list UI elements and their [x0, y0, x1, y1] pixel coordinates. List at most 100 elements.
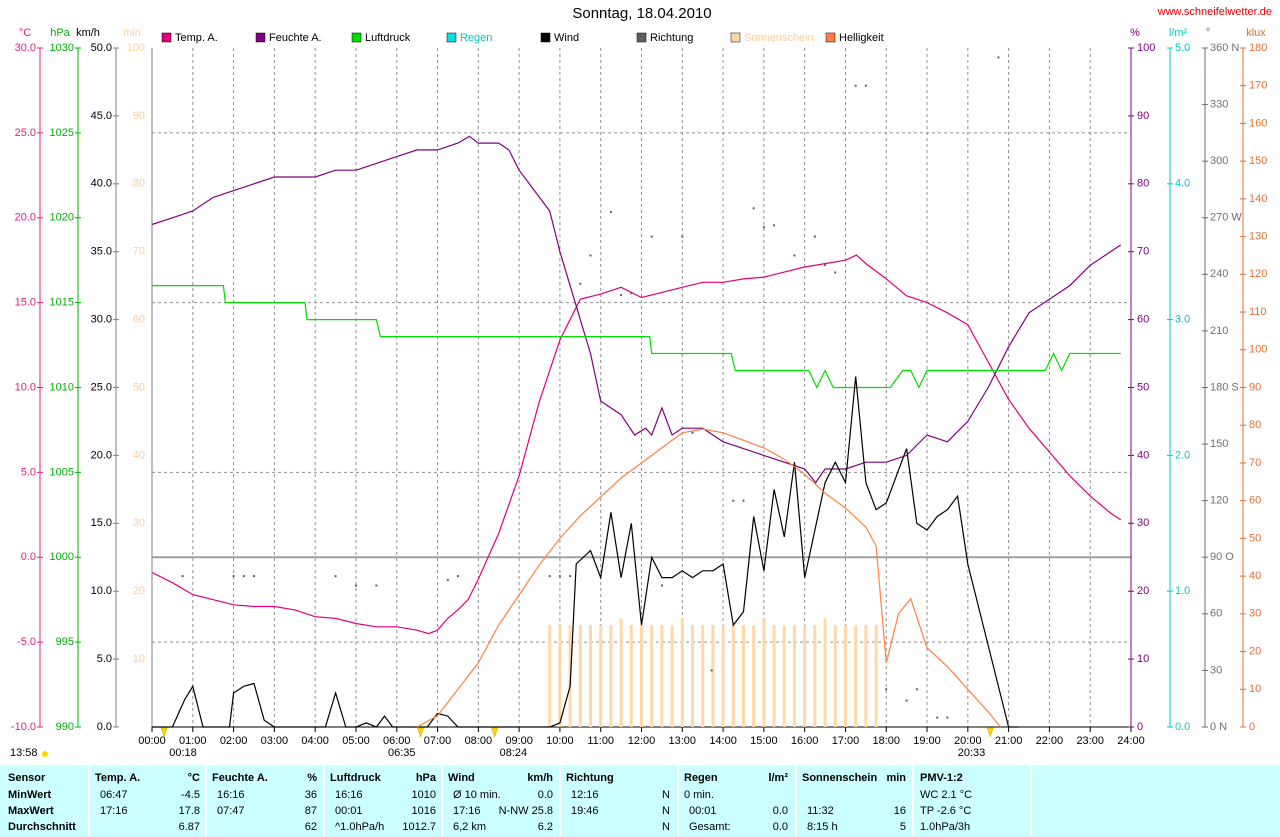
y-tick-label: 15.0	[91, 517, 112, 529]
y-tick-label: 10	[1137, 653, 1149, 665]
direction-dot	[548, 575, 551, 578]
direction-dot	[181, 575, 184, 578]
sunshine-bar	[792, 625, 796, 727]
table-cell: 6.2	[538, 821, 553, 833]
series-line	[151, 135, 1122, 484]
y-tick-label: 150	[1210, 438, 1228, 450]
legend-swatch	[825, 32, 836, 43]
marker-label: 20:33	[958, 747, 986, 759]
sunshine-bar	[782, 625, 786, 727]
direction-dot	[854, 84, 857, 87]
direction-dot	[813, 235, 816, 238]
direction-dot	[242, 575, 245, 578]
marker-label: 00:18	[169, 747, 197, 759]
y-tick-label: -10.0	[11, 721, 36, 733]
y-tick-label: 80	[133, 178, 145, 190]
y-tick-label: 50	[1249, 532, 1261, 544]
axis-unit: klux	[1246, 27, 1266, 39]
x-tick-label: 08:00	[465, 735, 493, 747]
table-cell: °C	[188, 772, 200, 784]
y-tick-label: 40.0	[91, 178, 112, 190]
y-tick-label: 30.0	[15, 42, 36, 54]
x-tick-label: 11:00	[587, 735, 614, 747]
table-cell: Gesamt:	[689, 821, 731, 833]
x-tick-label: 12:00	[628, 735, 656, 747]
table-cell: 0.0	[773, 821, 788, 833]
y-tick-label: 1010	[50, 381, 74, 393]
y-tick-label: 30	[1137, 517, 1149, 529]
table-cell: %	[307, 772, 317, 784]
y-tick-label: 20.0	[91, 449, 112, 461]
direction-dot	[915, 688, 918, 691]
y-tick-label: 45.0	[91, 110, 112, 122]
axis-unit: hPa	[50, 27, 70, 39]
y-tick-label: 20	[1137, 585, 1149, 597]
y-tick-label: 60	[1249, 495, 1261, 507]
sunshine-bar	[701, 625, 705, 727]
y-tick-label: 120	[1210, 495, 1228, 507]
y-tick-label: 0.0	[21, 551, 36, 563]
legend-label: Helligkeit	[839, 32, 884, 44]
y-tick-label: 100	[127, 42, 145, 54]
table-cell: Temp. A.	[95, 772, 140, 784]
sun-icon	[42, 751, 48, 757]
sunshine-bar	[690, 625, 694, 727]
legend-swatch	[540, 32, 551, 43]
x-tick-label: 21:00	[995, 735, 1023, 747]
direction-dot	[569, 575, 572, 578]
table-cell: Sonnenschein	[802, 772, 877, 784]
y-tick-label: 60	[1210, 608, 1222, 620]
table-cell: 16:16	[335, 789, 363, 801]
table-cell: Sensor	[8, 772, 46, 784]
x-tick-label: 10:00	[546, 735, 574, 747]
y-tick-label: 160	[1249, 117, 1267, 129]
table-cell: 1.0hPa/3h	[920, 821, 970, 833]
table-cell: 6.87	[179, 821, 200, 833]
y-tick-label: 40	[1249, 570, 1261, 582]
x-tick-label: 04:00	[301, 735, 329, 747]
direction-dot	[375, 584, 378, 587]
legend-swatch	[730, 32, 741, 43]
direction-dot	[691, 431, 694, 434]
x-tick-label: 23:00	[1076, 735, 1104, 747]
table-cell: MaxWert	[8, 805, 54, 817]
y-tick-label: 0 N	[1210, 721, 1227, 733]
direction-dot	[660, 584, 663, 587]
y-tick-label: 70	[133, 246, 145, 258]
direction-dot	[620, 294, 623, 297]
table-cell: 0.0	[773, 805, 788, 817]
y-tick-label: 1020	[50, 212, 74, 224]
y-tick-label: 40	[133, 449, 145, 461]
y-tick-label: 25.0	[91, 381, 112, 393]
y-tick-label: 120	[1249, 268, 1267, 280]
table-cell: 1016	[412, 805, 436, 817]
table-cell: km/h	[527, 772, 553, 784]
axis-unit: %	[1130, 27, 1140, 39]
direction-dot	[905, 699, 908, 702]
direction-dot	[864, 84, 867, 87]
series-line	[416, 428, 1001, 728]
sunshine-bar	[660, 625, 664, 727]
direction-dot	[936, 716, 939, 719]
y-tick-label: 50.0	[91, 42, 112, 54]
sunshine-bar	[833, 625, 837, 727]
y-tick-label: 240	[1210, 268, 1228, 280]
table-cell: 16	[894, 805, 906, 817]
y-tick-label: 90	[1137, 110, 1149, 122]
y-tick-label: 80	[1249, 419, 1261, 431]
y-tick-label: 90	[133, 110, 145, 122]
sunshine-bar	[670, 625, 674, 727]
x-tick-label: 13:00	[669, 735, 697, 747]
direction-dot	[752, 207, 755, 210]
direction-dot	[334, 575, 337, 578]
table-cell: min	[886, 772, 906, 784]
sunshine-bar	[874, 625, 878, 727]
y-tick-label: 1030	[50, 42, 74, 54]
legend-swatch	[351, 32, 362, 43]
sunshine-bar	[680, 618, 684, 727]
table-cell: 11:32	[807, 805, 834, 817]
y-tick-label: 995	[56, 636, 74, 648]
y-tick-label: 80	[1137, 178, 1149, 190]
axis-unit: min	[123, 27, 141, 39]
